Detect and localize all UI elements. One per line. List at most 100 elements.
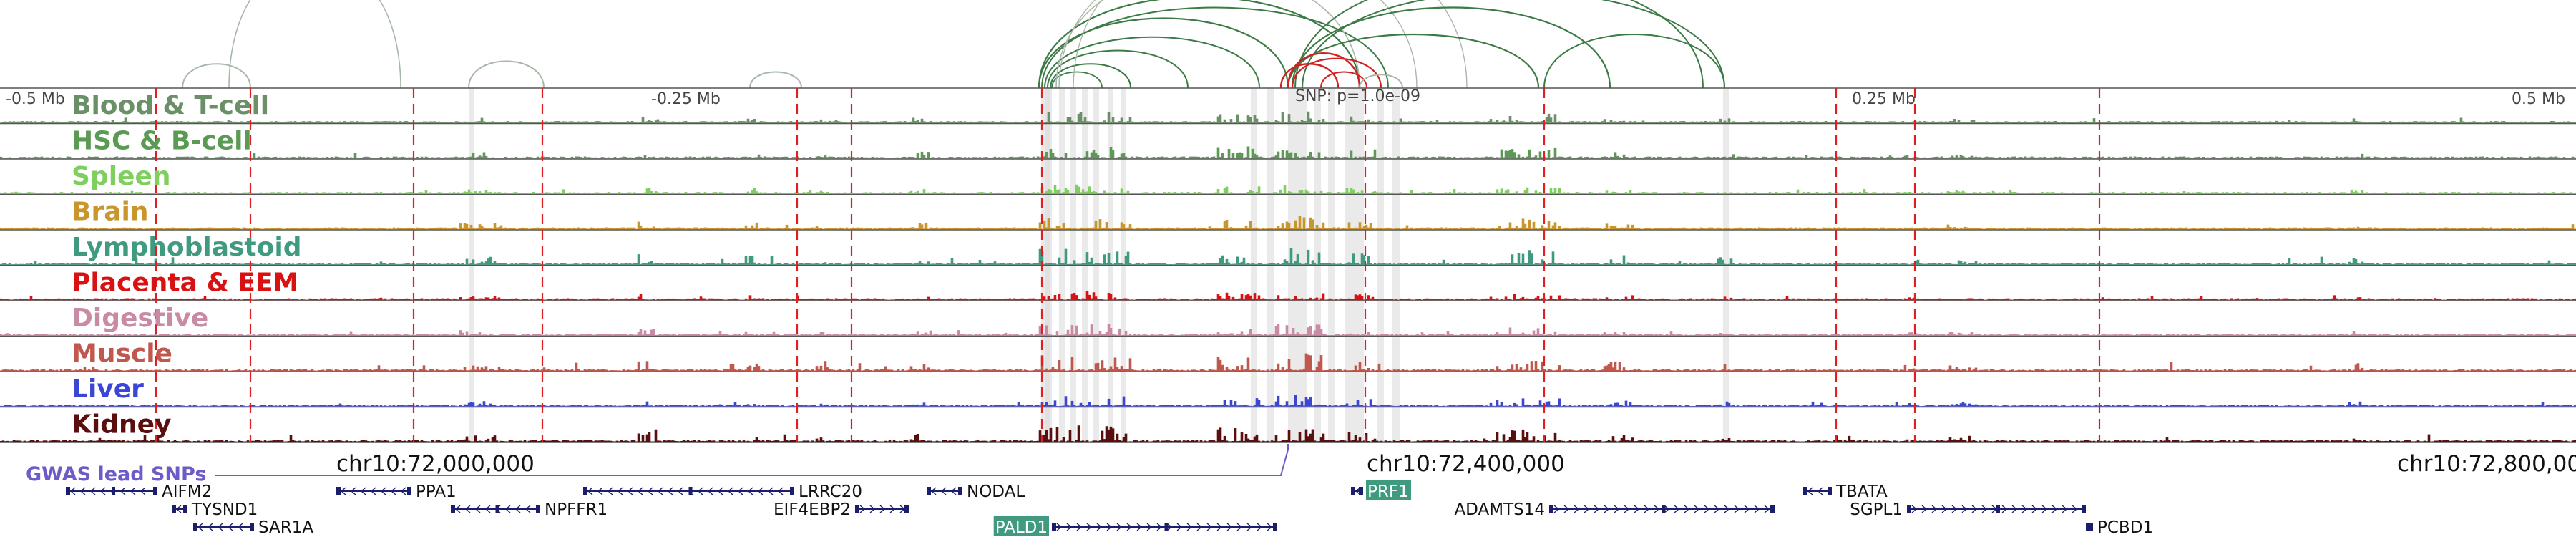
strand-chevron [879, 505, 886, 513]
gene-label: NODAL [967, 483, 1025, 501]
gene[interactable]: LRRC20 [583, 483, 862, 501]
exon-block [1662, 505, 1666, 513]
exon-block [2082, 505, 2086, 513]
strand-chevron [1106, 523, 1113, 531]
strand-chevron [1981, 505, 1988, 513]
signal-track [0, 248, 2576, 265]
exon-block [2086, 523, 2090, 531]
strand-chevron [647, 487, 653, 495]
interaction-arc [1044, 36, 1260, 89]
gene-label: LRRC20 [799, 483, 862, 501]
ruler-offset-label: -0.5 Mb [6, 90, 65, 108]
interaction-arc [1287, 52, 1361, 89]
gene[interactable]: TYSND1 [172, 500, 258, 519]
gene[interactable]: NODAL [927, 483, 1025, 501]
strand-chevron [1086, 523, 1093, 531]
track-row [0, 406, 2576, 442]
strand-chevron [2051, 505, 2058, 513]
strand-chevron [1644, 505, 1650, 513]
exon-block [495, 505, 499, 513]
strand-chevron [1744, 505, 1750, 513]
gene[interactable]: PRF1 [1351, 480, 1412, 501]
strand-chevron [1186, 523, 1193, 531]
strand-chevron [1553, 505, 1560, 513]
gene[interactable]: SGPL1 [1850, 500, 2086, 519]
snp-pvalue-label: SNP: p=1.0e-09 [1295, 87, 1420, 105]
strand-chevron [1267, 523, 1273, 531]
signal-track [0, 425, 2576, 442]
strand-chevron [940, 487, 947, 495]
strand-chevron [1654, 505, 1660, 513]
exon-block [1273, 523, 1277, 531]
track-row [0, 371, 2576, 407]
track-label: Blood & T-cell [72, 91, 269, 120]
strand-chevron [2001, 505, 2008, 513]
strand-chevron [79, 487, 86, 495]
strand-chevron [1664, 505, 1670, 513]
strand-chevron [1166, 523, 1173, 531]
gene-label: PRF1 [1367, 483, 1409, 501]
strand-chevron [697, 487, 703, 495]
coordinate-axis: chr10:72,000,000 chr10:72,400,000 chr10:72… [336, 451, 2576, 477]
strand-chevron [1584, 505, 1590, 513]
gene[interactable]: PALD1 [993, 516, 1277, 537]
strand-chevron [1734, 505, 1740, 513]
exon-block [536, 505, 540, 513]
gene[interactable]: PPA1 [336, 483, 457, 501]
exon-block [855, 505, 859, 513]
interaction-arc [1051, 71, 1103, 89]
gene[interactable]: ADAMTS14 [1454, 500, 1775, 519]
exon-block [1828, 487, 1832, 495]
interaction-arc [1302, 0, 1725, 89]
exon-block [583, 487, 587, 495]
strand-chevron [1921, 505, 1928, 513]
strand-chevron [727, 487, 733, 495]
strand-chevron [627, 487, 633, 495]
gene[interactable]: EIF4EBP2 [774, 500, 909, 519]
strand-chevron [1176, 523, 1183, 531]
ruler-offset-label: -0.25 Mb [651, 90, 721, 108]
strand-chevron [2031, 505, 2038, 513]
strand-chevron [400, 487, 406, 495]
interaction-arc [228, 0, 401, 89]
gene[interactable]: PCBD1 [2086, 518, 2153, 537]
gwas-connector-line [215, 444, 1289, 476]
strand-chevron [484, 505, 491, 513]
strand-chevron [69, 487, 76, 495]
strand-chevron [717, 487, 723, 495]
gene-label: PPA1 [416, 483, 457, 501]
exon-block [1359, 487, 1363, 495]
strand-chevron [514, 505, 521, 513]
strand-chevron [1594, 505, 1600, 513]
strand-chevron [637, 487, 643, 495]
track-row [0, 229, 2576, 265]
signal-track [0, 324, 2576, 336]
track-label: HSC & B-cell [72, 127, 252, 156]
gene[interactable]: AIFM2 [66, 483, 212, 501]
strand-chevron [1931, 505, 1938, 513]
strand-chevron [930, 487, 937, 495]
strand-chevron [464, 505, 471, 513]
interaction-arc [749, 71, 802, 89]
strand-chevron [130, 487, 136, 495]
gene[interactable]: SAR1A [193, 518, 313, 537]
track-label: Placenta & EEM [72, 268, 298, 298]
gene[interactable]: TBATA [1803, 483, 1888, 501]
strand-chevron [504, 505, 511, 513]
gene[interactable]: NPFFR1 [451, 500, 608, 519]
strand-chevron [1563, 505, 1570, 513]
strand-chevron [2021, 505, 2028, 513]
strand-chevron [175, 505, 182, 513]
strand-chevron [1146, 523, 1153, 531]
interaction-arc [1047, 49, 1189, 89]
track-labels: Blood & T-cell HSC & B-cell Spleen Brain Lym… [72, 91, 302, 440]
strand-chevron [657, 487, 663, 495]
strand-chevron [1817, 487, 1823, 495]
strand-chevron [1096, 523, 1103, 531]
track-row [0, 264, 2576, 301]
gene-label: TYSND1 [191, 500, 258, 519]
signal-track [0, 353, 2576, 372]
strand-chevron [1236, 523, 1243, 531]
exon-block [172, 505, 176, 513]
